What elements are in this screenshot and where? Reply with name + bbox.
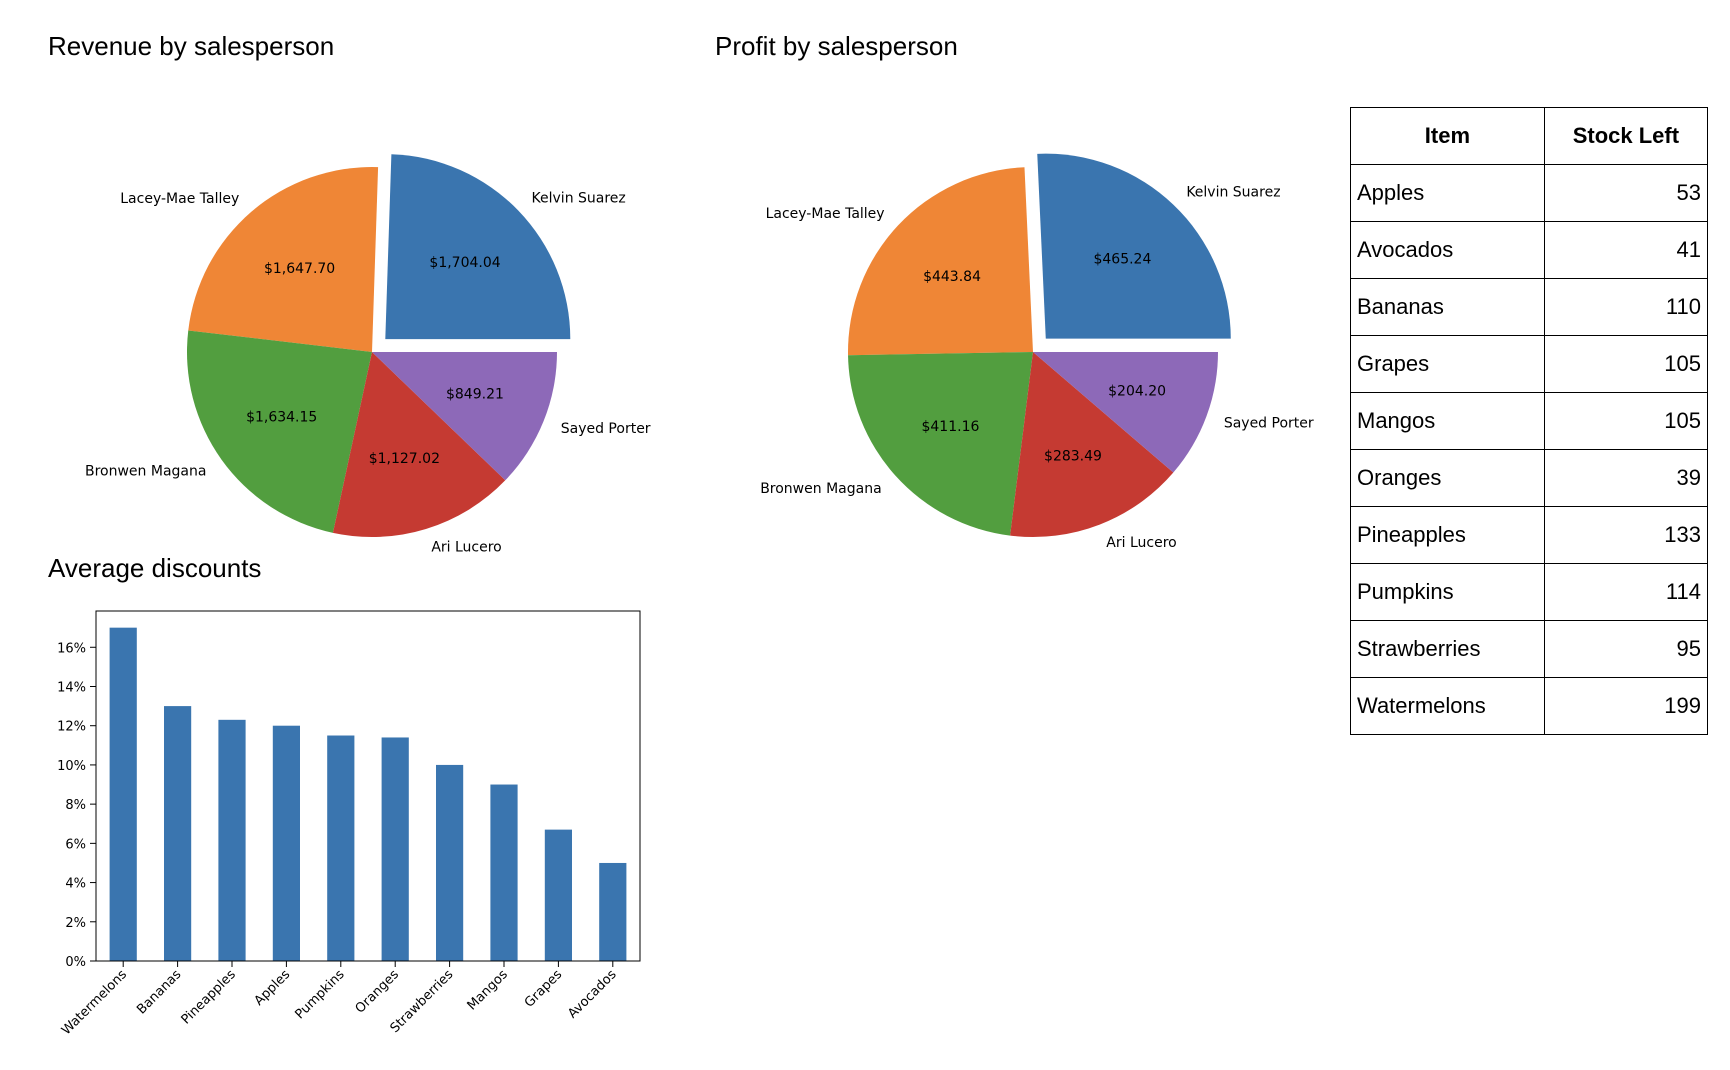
item-cell: Apples xyxy=(1351,165,1545,222)
x-tick-label: Pumpkins xyxy=(293,967,348,1022)
pie-category-label: Ari Lucero xyxy=(1106,535,1176,551)
bar-watermelons xyxy=(110,628,137,961)
stock-cell: 95 xyxy=(1544,621,1707,678)
pie-value-label: $204.20 xyxy=(1108,384,1166,400)
y-tick-label: 2% xyxy=(65,916,86,931)
table-row: Pineapples 133 xyxy=(1351,507,1708,564)
y-tick-label: 4% xyxy=(65,877,86,892)
table-header-row: Item Stock Left xyxy=(1351,108,1708,165)
x-tick-label: Oranges xyxy=(353,967,403,1017)
table-row: Apples 53 xyxy=(1351,165,1708,222)
x-tick-label: Bananas xyxy=(134,967,184,1017)
y-tick-label: 16% xyxy=(57,641,86,656)
stock-cell: 105 xyxy=(1544,336,1707,393)
pie-value-label: $1,704.04 xyxy=(429,255,500,271)
pie-category-label: Kelvin Suarez xyxy=(532,191,626,207)
item-cell: Watermelons xyxy=(1351,678,1545,735)
table-row: Oranges 39 xyxy=(1351,450,1708,507)
stock-cell: 110 xyxy=(1544,279,1707,336)
column-header-item: Item xyxy=(1351,108,1545,165)
x-tick-label: Grapes xyxy=(522,967,566,1011)
bar-mangos xyxy=(490,785,517,961)
bar-grapes xyxy=(545,830,572,961)
stock-table: Item Stock Left Apples 53 Avocados 41 Ba… xyxy=(1350,107,1708,735)
bar-oranges xyxy=(382,737,409,961)
y-tick-label: 0% xyxy=(65,955,86,970)
discounts-bar-chart: 0% 2% 4% 6% 8% 10% 12% 14% 16% Watermelons Bananas… xyxy=(0,580,700,1060)
x-tick-label: Watermelons xyxy=(59,967,130,1038)
stock-cell: 105 xyxy=(1544,393,1707,450)
pie-category-label: Sayed Porter xyxy=(1224,416,1314,432)
pie-slice-bronwen-magana xyxy=(848,352,1033,536)
pie-category-label: Lacey-Mae Talley xyxy=(766,206,885,222)
pie-category-label: Bronwen Magana xyxy=(760,481,881,497)
table-row: Watermelons 199 xyxy=(1351,678,1708,735)
item-cell: Mangos xyxy=(1351,393,1545,450)
x-tick-label: Apples xyxy=(252,967,294,1009)
item-cell: Bananas xyxy=(1351,279,1545,336)
pie-slice-kelvin-suarez xyxy=(1037,154,1231,339)
item-cell: Grapes xyxy=(1351,336,1545,393)
y-tick-label: 14% xyxy=(57,680,86,695)
pie-slice-lacey-mae-talley xyxy=(848,167,1033,355)
pie-category-label: Sayed Porter xyxy=(561,421,651,437)
bar-avocados xyxy=(599,863,626,961)
bar-pumpkins xyxy=(327,736,354,961)
stock-cell: 41 xyxy=(1544,222,1707,279)
pie-value-label: $465.24 xyxy=(1093,251,1151,267)
bar-apples xyxy=(273,726,300,961)
pie-value-label: $443.84 xyxy=(923,269,981,285)
table-row: Bananas 110 xyxy=(1351,279,1708,336)
column-header-stock-left: Stock Left xyxy=(1544,108,1707,165)
item-cell: Pumpkins xyxy=(1351,564,1545,621)
stock-cell: 199 xyxy=(1544,678,1707,735)
y-tick-label: 8% xyxy=(65,798,86,813)
pie-category-label: Bronwen Magana xyxy=(85,463,206,479)
bar-strawberries xyxy=(436,765,463,961)
table-row: Avocados 41 xyxy=(1351,222,1708,279)
bar-pineapples xyxy=(218,720,245,961)
x-tick-label: Pineapples xyxy=(179,967,239,1027)
pie-value-label: $283.49 xyxy=(1044,449,1102,465)
stock-cell: 114 xyxy=(1544,564,1707,621)
profit-pie-chart: $465.24 Kelvin Suarez $443.84 Lacey-Mae Tal… xyxy=(700,0,1340,580)
item-cell: Pineapples xyxy=(1351,507,1545,564)
pie-category-label: Lacey-Mae Talley xyxy=(120,191,239,207)
y-tick-label: 6% xyxy=(65,837,86,852)
pie-value-label: $1,647.70 xyxy=(264,261,335,277)
y-tick-label: 12% xyxy=(57,720,86,735)
pie-category-label: Kelvin Suarez xyxy=(1186,184,1280,200)
item-cell: Strawberries xyxy=(1351,621,1545,678)
x-tick-label: Avocados xyxy=(565,967,620,1022)
revenue-pie-chart: $1,704.04 Kelvin Suarez $1,647.70 Lacey-Mae… xyxy=(0,0,700,580)
y-tick-label: 10% xyxy=(57,759,86,774)
bar-bananas xyxy=(164,706,191,961)
stock-cell: 53 xyxy=(1544,165,1707,222)
table-row: Grapes 105 xyxy=(1351,336,1708,393)
pie-category-label: Ari Lucero xyxy=(431,540,501,556)
pie-value-label: $1,634.15 xyxy=(246,410,317,426)
pie-value-label: $1,127.02 xyxy=(369,451,440,467)
pie-value-label: $411.16 xyxy=(921,419,979,435)
item-cell: Oranges xyxy=(1351,450,1545,507)
table-row: Strawberries 95 xyxy=(1351,621,1708,678)
item-cell: Avocados xyxy=(1351,222,1545,279)
pie-slice-kelvin-suarez xyxy=(385,154,570,339)
pie-value-label: $849.21 xyxy=(446,387,504,403)
table-row: Mangos 105 xyxy=(1351,393,1708,450)
stock-cell: 133 xyxy=(1544,507,1707,564)
stock-cell: 39 xyxy=(1544,450,1707,507)
table-row: Pumpkins 114 xyxy=(1351,564,1708,621)
x-tick-label: Mangos xyxy=(465,967,511,1013)
